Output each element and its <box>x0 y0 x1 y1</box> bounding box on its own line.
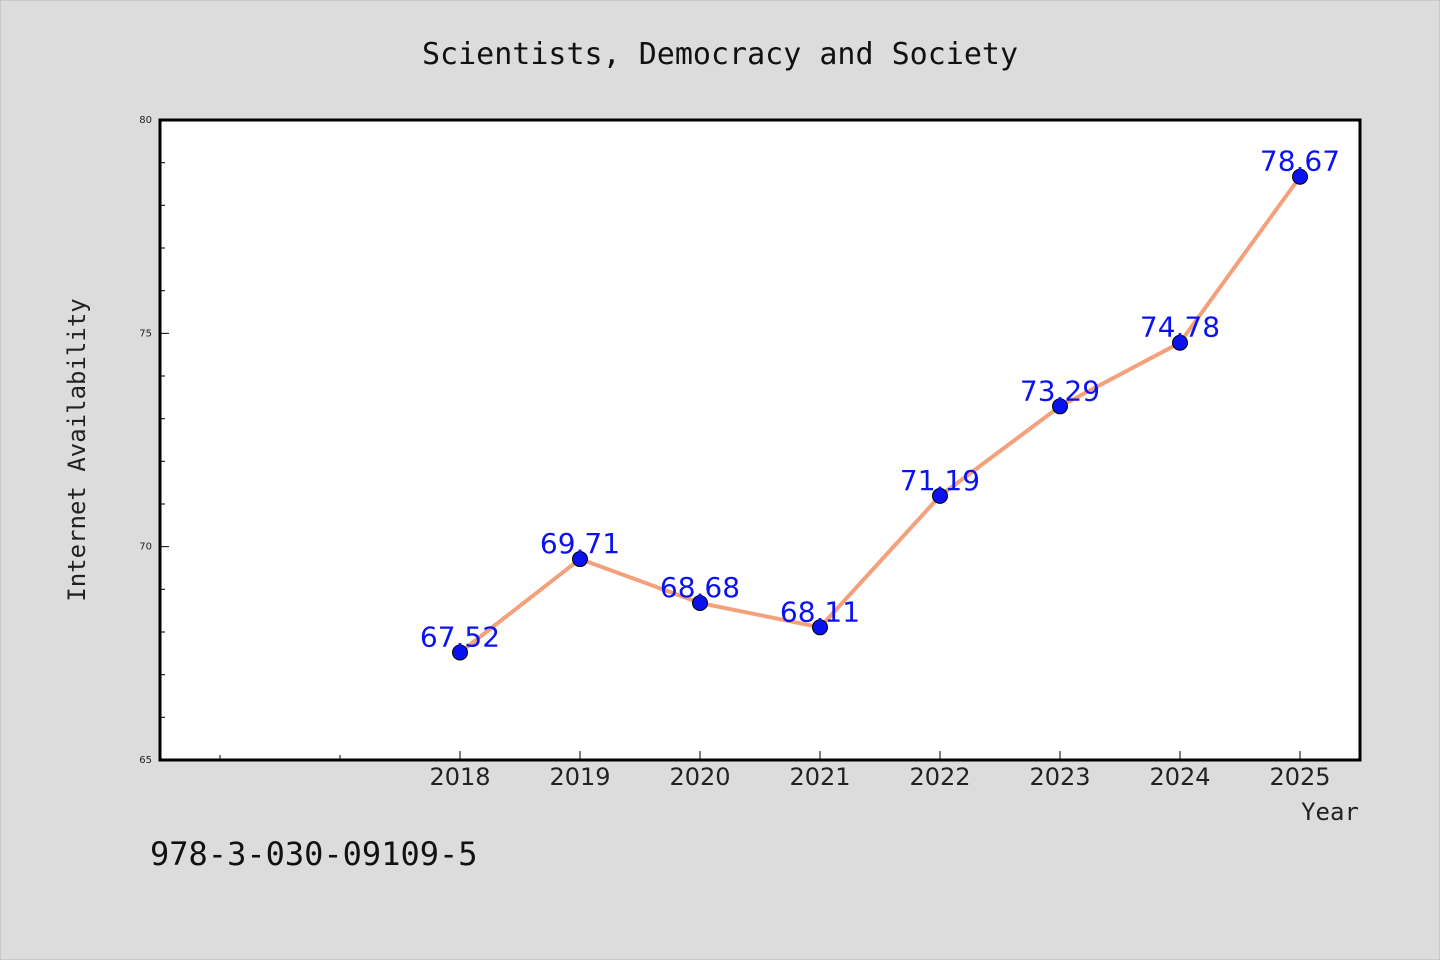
data-point <box>452 644 468 661</box>
x-axis-label: Year <box>1301 798 1359 826</box>
data-label: 67.52 <box>420 620 500 653</box>
y-axis-label: Internet Availability <box>63 298 91 601</box>
data-point <box>812 619 828 636</box>
data-markers <box>452 168 1308 661</box>
x-tick-label: 2019 <box>549 763 610 791</box>
data-labels: 67.52 69.71 68.68 68.11 71.19 73.29 74.78 78.67 <box>420 145 1340 654</box>
data-label: 68.68 <box>660 571 740 604</box>
plot-frame <box>158 118 1362 762</box>
x-tick-label: 2018 <box>429 763 490 791</box>
data-point <box>572 551 588 568</box>
data-label: 68.11 <box>780 595 860 628</box>
data-label: 71.19 <box>900 464 980 497</box>
chart-title: Scientists, Democracy and Society <box>422 37 1018 72</box>
data-point <box>692 594 708 611</box>
x-tick-label: 2025 <box>1269 763 1330 791</box>
isbn-text: 978-3-030-09109-5 <box>150 835 478 873</box>
y-tick-label: 80 <box>139 115 152 126</box>
data-point <box>1292 168 1308 185</box>
x-axis-ticks: 2018 2019 2020 2021 2022 2023 2024 2025 <box>429 751 1331 791</box>
x-tick-label: 2023 <box>1029 763 1090 791</box>
data-label: 69.71 <box>540 527 620 560</box>
x-tick-label: 2022 <box>909 763 970 791</box>
series-line <box>458 174 1302 655</box>
y-tick-label: 70 <box>139 542 152 553</box>
x-tick-label: 2020 <box>669 763 730 791</box>
data-label: 73.29 <box>1020 374 1100 407</box>
data-point <box>1172 334 1188 351</box>
x-tick-label: 2024 <box>1149 763 1210 791</box>
data-label: 74.78 <box>1140 311 1220 344</box>
data-label: 78.67 <box>1260 145 1340 178</box>
y-tick-label: 75 <box>139 328 152 339</box>
y-tick-label: 65 <box>139 755 152 766</box>
data-point <box>1052 398 1068 415</box>
x-tick-label: 2021 <box>789 763 850 791</box>
data-point <box>932 487 948 504</box>
plot-area <box>160 120 1360 760</box>
